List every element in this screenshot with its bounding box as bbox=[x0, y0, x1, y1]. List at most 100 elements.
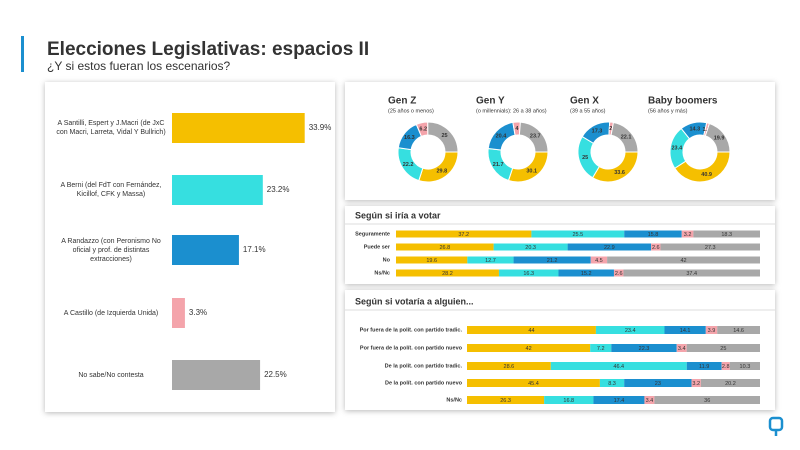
bar-segment bbox=[550, 362, 687, 370]
value-label: 3.4 bbox=[678, 346, 686, 352]
bar-segment bbox=[558, 269, 614, 277]
value-label: 46.4 bbox=[613, 364, 624, 370]
value-label: 2.6 bbox=[652, 245, 660, 251]
category-label: De la polít. con partido tradic. bbox=[385, 363, 463, 369]
value-label: 36 bbox=[704, 398, 710, 404]
bar-segment bbox=[681, 230, 694, 238]
value-label: 8.3 bbox=[608, 381, 616, 387]
value-label: 25.5 bbox=[572, 232, 583, 238]
value-label: 28.6 bbox=[504, 364, 515, 370]
bar-segment bbox=[664, 326, 706, 334]
value-label: 15.2 bbox=[581, 271, 592, 277]
bar-segment bbox=[700, 379, 760, 387]
section-title: Según si iría a votar bbox=[355, 210, 441, 220]
donut-title: Gen Y bbox=[476, 96, 505, 107]
value-label: 27.3 bbox=[705, 245, 716, 251]
value-label: 22.2 bbox=[403, 162, 414, 168]
category-label: Puede ser bbox=[364, 244, 391, 250]
logo bbox=[768, 416, 784, 436]
donut-title: Gen X bbox=[570, 96, 599, 107]
bar-segment bbox=[396, 269, 499, 277]
category-label: A Berni (del FdT con Fernández, Kicillof… bbox=[60, 182, 162, 198]
bar-segment bbox=[717, 326, 760, 334]
bar-segment bbox=[467, 344, 591, 352]
bar-segment bbox=[691, 379, 701, 387]
bar-segment bbox=[493, 243, 568, 251]
category-label: Ns/Nc bbox=[374, 270, 390, 276]
bar-segment bbox=[651, 243, 661, 251]
bar bbox=[172, 360, 261, 390]
category-label: Por fuera de la polít. con partido nuevo bbox=[360, 345, 463, 351]
bar-segment bbox=[654, 396, 760, 404]
category-label: Ns/Nc bbox=[446, 397, 462, 403]
value-label: 6.2 bbox=[419, 126, 427, 132]
value-label: 14.3 bbox=[689, 127, 700, 133]
category-label: No bbox=[383, 257, 391, 263]
value-label: 20.3 bbox=[525, 245, 536, 251]
value-label: 23.4 bbox=[671, 146, 683, 152]
value-label: 17.1% bbox=[243, 245, 266, 254]
bar-segment bbox=[721, 362, 730, 370]
value-label: 2.8 bbox=[722, 364, 730, 370]
value-label: 30.1 bbox=[526, 169, 537, 175]
bar-segment bbox=[599, 379, 625, 387]
category-label: Seguramente bbox=[355, 231, 390, 237]
value-label: 25 bbox=[582, 155, 588, 161]
value-label: 1.5 bbox=[703, 127, 711, 133]
value-label: 20.4 bbox=[496, 133, 508, 139]
value-label: 23.4 bbox=[625, 328, 636, 334]
value-label: 40.9 bbox=[701, 172, 712, 178]
value-label: 4.5 bbox=[595, 258, 603, 264]
value-label: 20.2 bbox=[725, 381, 736, 387]
page-subtitle: ¿Y si estos fueran los escenarios? bbox=[47, 59, 231, 73]
bar-segment bbox=[513, 256, 591, 264]
value-label: 4 bbox=[515, 126, 519, 132]
value-label: 12.7 bbox=[485, 258, 496, 264]
value-label: 3.2 bbox=[692, 381, 700, 387]
category-label: A Randazzo (con Peronismo No oficial y p… bbox=[61, 237, 161, 263]
value-label: 14.6 bbox=[733, 328, 744, 334]
value-label: 16.3 bbox=[523, 271, 534, 277]
bar-segment bbox=[623, 269, 760, 277]
value-label: 37.4 bbox=[686, 271, 697, 277]
value-label: 26.3 bbox=[500, 398, 511, 404]
value-label: 16.3 bbox=[404, 135, 415, 141]
value-label: 10.3 bbox=[740, 364, 751, 370]
bar-segment bbox=[467, 256, 514, 264]
value-label: 22.5% bbox=[264, 370, 287, 379]
bar-segment bbox=[686, 344, 760, 352]
bar bbox=[172, 175, 263, 205]
bar-segment bbox=[607, 256, 760, 264]
value-label: 17.3 bbox=[592, 129, 603, 135]
value-label: 17.4 bbox=[614, 398, 625, 404]
bar-segment bbox=[644, 396, 655, 404]
bar-segment bbox=[613, 269, 624, 277]
bar-segment bbox=[693, 230, 760, 238]
value-label: 2.6 bbox=[615, 271, 623, 277]
donut-subtitle: (56 años y más) bbox=[648, 108, 688, 114]
value-label: 21.2 bbox=[547, 258, 558, 264]
bar-segment bbox=[624, 379, 692, 387]
bar-segment bbox=[498, 269, 559, 277]
bar-segment bbox=[624, 230, 682, 238]
bar-segment bbox=[467, 379, 600, 387]
value-label: 23.7 bbox=[530, 134, 541, 140]
value-label: 14.1 bbox=[680, 328, 691, 334]
donut-subtitle: (25 años o menos) bbox=[388, 108, 434, 114]
bar-segment bbox=[467, 396, 545, 404]
value-label: 33.6 bbox=[614, 170, 625, 176]
donut-title: Gen Z bbox=[388, 96, 416, 107]
value-label: 28.2 bbox=[442, 271, 453, 277]
value-label: 16.8 bbox=[563, 398, 574, 404]
bar-segment bbox=[544, 396, 594, 404]
value-label: 3.9 bbox=[708, 328, 716, 334]
bar-segment bbox=[660, 243, 760, 251]
bar-segment bbox=[396, 230, 532, 238]
bar-segment bbox=[567, 243, 652, 251]
value-label: 3.3% bbox=[189, 308, 207, 317]
value-label: 25 bbox=[720, 346, 726, 352]
donut-subtitle: (39 a 55 años) bbox=[570, 108, 606, 114]
bar bbox=[172, 298, 185, 328]
value-label: 2 bbox=[609, 126, 612, 132]
